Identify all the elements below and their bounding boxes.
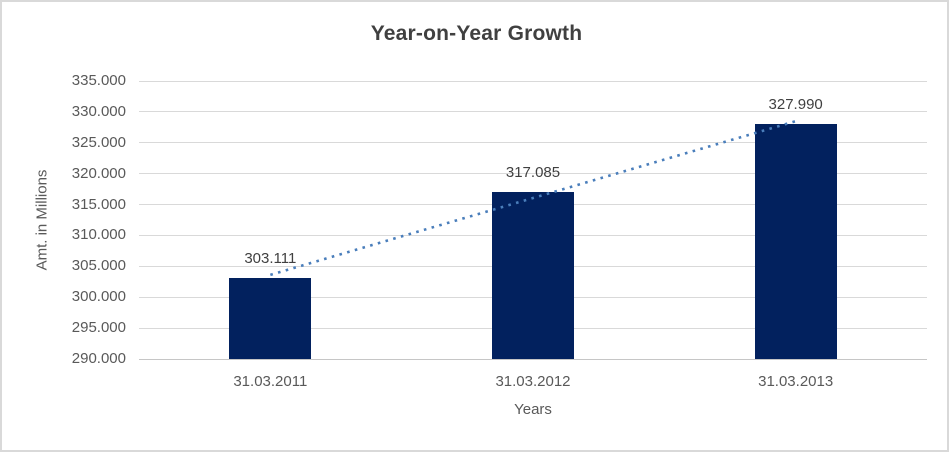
bar [492, 191, 574, 359]
x-axis-title: Years [514, 401, 552, 418]
bar-value-label: 327.990 [768, 96, 823, 114]
x-axis-line [139, 358, 927, 360]
y-tick-label: 330.000 [71, 102, 126, 120]
y-tick-label: 300.000 [71, 288, 126, 306]
bar-value-label: 303.111 [244, 250, 297, 267]
y-tick-label: 335.000 [71, 72, 126, 89]
y-tick-label: 305.000 [71, 257, 126, 275]
x-tick-label: 31.03.2011 [233, 373, 308, 390]
x-tick-label: 31.03.2013 [758, 373, 834, 390]
chart-title: Year-on-Year Growth [370, 22, 583, 45]
y-tick-label: 290.000 [71, 350, 126, 367]
bar [229, 278, 312, 359]
gridline [139, 111, 927, 113]
y-tick-label: 295.000 [71, 319, 126, 337]
x-tick-label: 31.03.2012 [495, 373, 571, 390]
y-axis-title: Amt. in Millions [33, 169, 51, 271]
bar-value-label: 317.085 [505, 163, 561, 181]
y-tick-label: 325.000 [71, 133, 126, 151]
bar [754, 124, 837, 359]
y-tick-label: 310.000 [71, 226, 126, 244]
gridline [139, 80, 927, 82]
y-tick-label: 315.000 [71, 195, 126, 213]
y-tick-label: 320.000 [71, 164, 126, 182]
